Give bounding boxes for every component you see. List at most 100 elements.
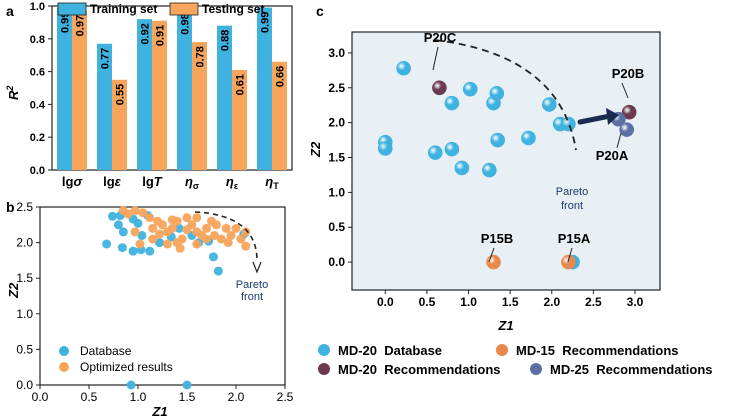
b-xtick-label: 0.0 — [32, 390, 49, 404]
a-bar-value-label: 0.92 — [140, 23, 152, 44]
c-ytick-label: 1.0 — [328, 185, 345, 199]
c-xtick-label: 1.0 — [460, 295, 477, 309]
c-ytick-label: 2.0 — [328, 116, 345, 130]
a-ytick-label: 1.0 — [30, 1, 45, 13]
a-bar-testing — [112, 79, 127, 170]
c-ytick-label: 0.5 — [328, 220, 345, 234]
b-pareto-curve — [194, 211, 258, 259]
c-leader-p15b — [488, 247, 495, 263]
a-bar-value-label: 0.66 — [275, 66, 287, 87]
a-ytick-label: 0.4 — [30, 99, 46, 111]
b-point-database — [213, 266, 223, 276]
a-category-label: lgT — [142, 174, 163, 189]
a-ytick-label: 0.2 — [30, 132, 45, 144]
panel-label-b: b — [6, 199, 15, 215]
b-point-optimized — [155, 229, 165, 239]
a-bar-value-label: 0.88 — [220, 30, 232, 51]
c-point-md20-database — [462, 81, 478, 97]
a-bar-value-label: 0.91 — [155, 25, 167, 46]
c-label-p20c: P20C — [424, 30, 457, 45]
a-bar-testing — [232, 69, 247, 170]
c-highlight-arrowhead — [606, 108, 619, 125]
a-bar-value-label: 0.55 — [115, 84, 127, 105]
c-xtick-label: 2.0 — [543, 295, 560, 309]
c-ytick-label: 0.0 — [328, 255, 345, 269]
b-point-optimized — [138, 208, 148, 218]
b-pareto-label-1: Pareto — [236, 279, 268, 291]
a-bar-training — [257, 7, 272, 171]
c-point-md20-database — [541, 97, 557, 112]
c-legend: MD-20 Database MD-15 Recommendations MD-… — [318, 343, 713, 377]
c-point-md20-database — [561, 116, 576, 132]
b-point-optimized — [236, 234, 246, 244]
b-point-database — [182, 380, 192, 390]
b-xtick-label: 1.5 — [179, 390, 196, 404]
b-legend-marker-database — [59, 346, 69, 356]
b-ytick-label: 1.0 — [16, 307, 33, 321]
b-legend-optimized: Optimized results — [80, 360, 173, 374]
a-legend-swatch-testing — [169, 2, 199, 16]
b-point-optimized — [221, 223, 231, 233]
a-ylabel: R2 — [5, 86, 21, 100]
c-legend-md25-rec: MD-25 Recommendations — [550, 362, 713, 377]
b-point-optimized — [226, 230, 236, 240]
a-bar-value-label: 0.99 — [260, 12, 272, 33]
c-point-md20-database — [490, 132, 505, 148]
b-point-database — [155, 238, 165, 248]
b-point-optimized — [182, 225, 192, 235]
b-ytick-label: 2.0 — [16, 236, 33, 250]
c-leader-p20a — [616, 132, 622, 149]
c-pareto-label-1: Pareto — [556, 186, 588, 198]
b-ytick-label: 1.5 — [16, 271, 33, 285]
b-point-optimized — [123, 209, 133, 219]
b-legend: Database Optimized results — [59, 344, 173, 374]
b-point-database — [102, 239, 112, 249]
c-xtick-label: 1.5 — [502, 295, 519, 309]
b-point-optimized — [216, 234, 226, 244]
b-point-database — [126, 380, 136, 390]
a-bar-value-label: 0.61 — [235, 74, 247, 95]
b-ytick-label: 0.0 — [16, 378, 33, 392]
a-legend-training: Training set — [90, 2, 157, 16]
b-point-optimized — [231, 223, 241, 233]
c-point-md20-recommendation — [621, 104, 637, 120]
a-bar-training — [177, 9, 192, 171]
a-bar-value-label: 0.98 — [180, 13, 192, 34]
b-point-database — [113, 220, 123, 230]
a-bar-testing — [152, 20, 167, 171]
b-point-optimized — [148, 223, 158, 233]
a-bar-training — [217, 25, 232, 171]
a-category-label: lgσ — [62, 174, 84, 189]
b-xtick-label: 2.5 — [277, 390, 294, 404]
a-category-label: ησ — [185, 174, 199, 191]
b-point-optimized — [182, 213, 192, 223]
c-ylabel: Z2 — [308, 141, 323, 158]
b-point-optimized — [130, 227, 140, 237]
c-pareto-curve — [434, 39, 577, 151]
a-category-label: ηT — [265, 174, 279, 191]
c-legend-marker-md20-db — [318, 344, 330, 356]
b-point-optimized — [202, 223, 212, 233]
c-legend-marker-md25-rec — [530, 363, 542, 375]
a-plot-frame — [51, 5, 293, 171]
c-label-p15a: P15A — [558, 231, 591, 246]
c-leader-p20b — [621, 82, 629, 99]
c-point-md20-database — [396, 60, 411, 76]
b-pareto-arrowhead — [252, 261, 262, 274]
b-point-optimized — [241, 241, 251, 251]
c-label-p20a: P20A — [596, 148, 629, 163]
b-point-optimized — [241, 227, 251, 237]
panel-c: c Z2 Z1 0.0 0.5 1.0 1.5 2.0 2.5 3.0 0.0 0.5 1.0 1.… — [308, 3, 713, 377]
b-point-optimized — [167, 215, 177, 225]
c-ytick-label: 3.0 — [328, 46, 345, 60]
b-point-database — [145, 246, 155, 256]
c-xtick-label: 3.0 — [627, 295, 644, 309]
c-xtick-label: 2.5 — [585, 295, 602, 309]
b-legend-database: Database — [80, 344, 132, 358]
c-legend-md20-db: MD-20 Database — [338, 343, 442, 358]
c-ytick-label: 1.5 — [328, 151, 345, 165]
b-legend-marker-optimized — [59, 362, 69, 372]
c-point-md20-database — [521, 130, 536, 146]
c-pareto-label-2: front — [561, 200, 583, 212]
